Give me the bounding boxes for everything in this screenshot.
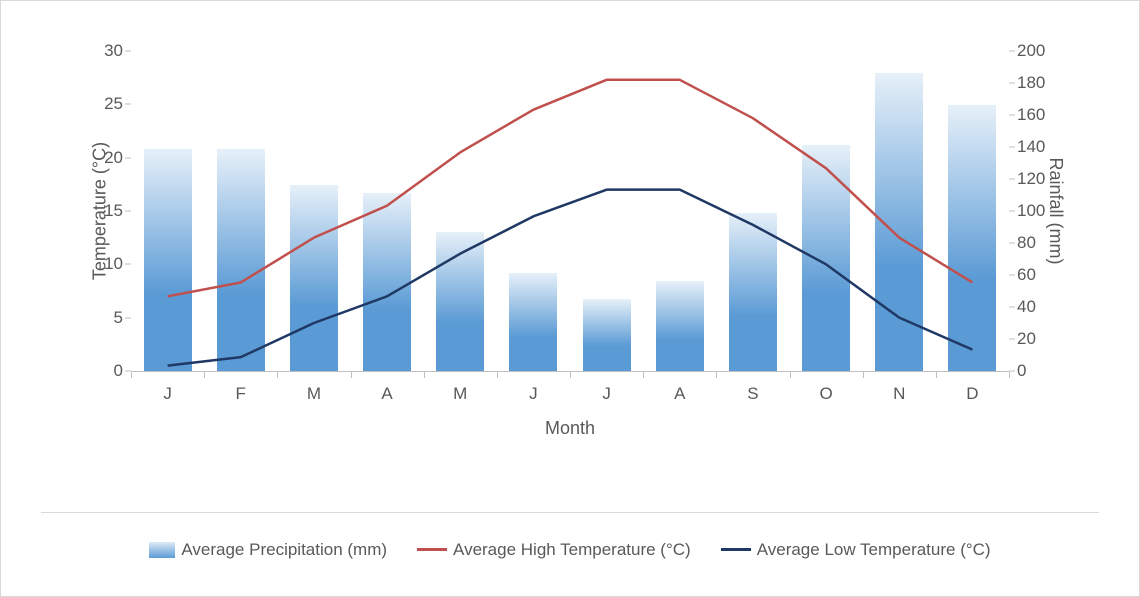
legend-item-high-temp: Average High Temperature (°C) [417, 540, 691, 560]
y-axis-right: Rainfall (mm) 02040608010012014016018020… [1009, 51, 1099, 371]
y-right-tick-label: 60 [1017, 265, 1036, 285]
y-right-tick-label: 200 [1017, 41, 1045, 61]
precipitation-swatch [149, 542, 175, 558]
low_temp-line [168, 190, 973, 366]
legend-label: Average Low Temperature (°C) [757, 540, 991, 560]
x-tick-label: J [163, 384, 172, 404]
y-left-tick-label: 15 [104, 201, 123, 221]
y-right-tick-label: 40 [1017, 297, 1036, 317]
x-tick-label: F [236, 384, 246, 404]
low-temp-swatch [721, 548, 751, 551]
y-right-tick-label: 140 [1017, 137, 1045, 157]
y-left-tick-label: 5 [114, 308, 123, 328]
x-axis: Month JFMAMJJASOND [131, 371, 1009, 421]
high_temp-line [168, 80, 973, 297]
x-tick-label: A [674, 384, 685, 404]
legend-label: Average Precipitation (mm) [181, 540, 387, 560]
x-tick-label: A [381, 384, 392, 404]
plot-area: Temperature (°C) 051015202530 Rainfall (… [41, 31, 1099, 451]
x-tick-label: D [966, 384, 978, 404]
x-tick-label: O [819, 384, 832, 404]
legend: Average Precipitation (mm) Average High … [41, 512, 1099, 572]
y-right-tick-label: 0 [1017, 361, 1026, 381]
y-right-tick-label: 180 [1017, 73, 1045, 93]
climate-chart: Temperature (°C) 051015202530 Rainfall (… [0, 0, 1140, 597]
y-right-tick-label: 80 [1017, 233, 1036, 253]
legend-label: Average High Temperature (°C) [453, 540, 691, 560]
x-axis-title: Month [545, 418, 595, 439]
y-left-tick-label: 10 [104, 254, 123, 274]
y-left-tick-label: 30 [104, 41, 123, 61]
line-series-svg [131, 51, 1009, 371]
x-tick-label: M [453, 384, 467, 404]
y-left-tick-label: 20 [104, 148, 123, 168]
y-right-tick-label: 100 [1017, 201, 1045, 221]
y-right-tick-label: 120 [1017, 169, 1045, 189]
x-tick-label: N [893, 384, 905, 404]
x-tick-label: J [529, 384, 538, 404]
y-right-tick-label: 20 [1017, 329, 1036, 349]
y-axis-left: Temperature (°C) 051015202530 [41, 51, 131, 371]
x-tick-label: J [602, 384, 611, 404]
legend-item-low-temp: Average Low Temperature (°C) [721, 540, 991, 560]
y-axis-right-title: Rainfall (mm) [1045, 157, 1066, 264]
y-left-tick-label: 25 [104, 94, 123, 114]
plot-region [131, 51, 1009, 371]
legend-item-precipitation: Average Precipitation (mm) [149, 540, 387, 560]
y-right-tick-label: 160 [1017, 105, 1045, 125]
x-tick-label: M [307, 384, 321, 404]
y-left-tick-label: 0 [114, 361, 123, 381]
high-temp-swatch [417, 548, 447, 551]
x-tick-label: S [747, 384, 758, 404]
